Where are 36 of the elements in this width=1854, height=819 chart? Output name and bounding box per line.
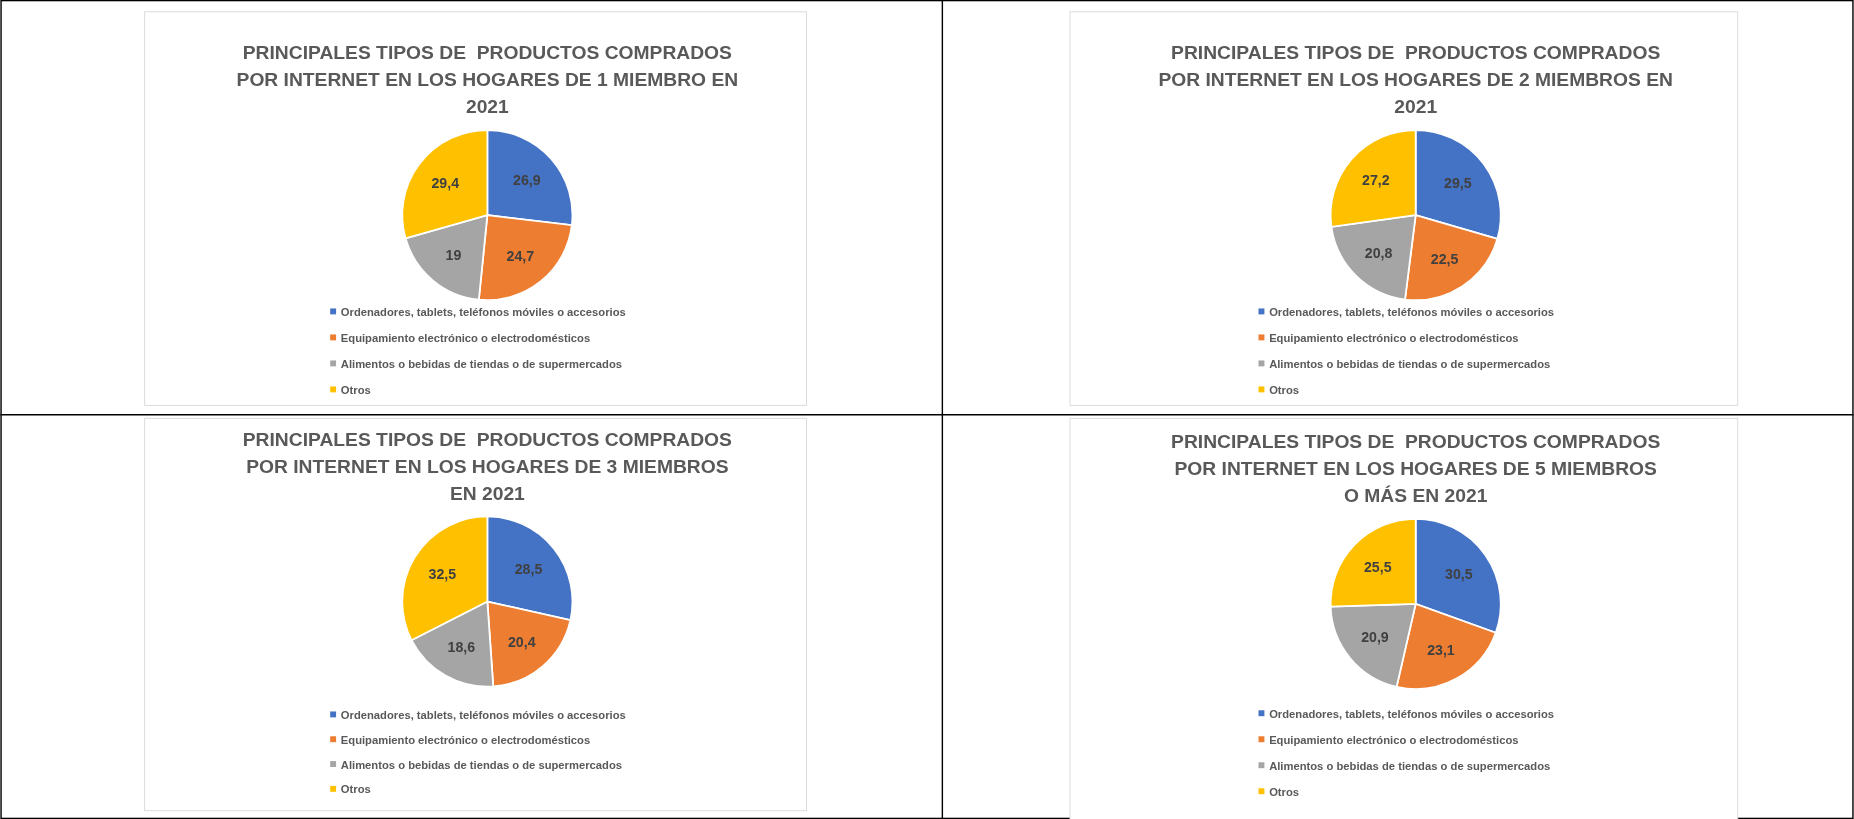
legend-label: Alimentos o bebidas de tiendas o de supermercados bbox=[1269, 357, 1551, 370]
chart-title: PRINCIPALES TIPOS DE PRODUCTOS COMPRADOS POR INTERNET EN LOS HOGARES DE 2 MIEMBROS EN 2021 bbox=[1158, 42, 1673, 118]
data-label: 19 bbox=[445, 247, 462, 264]
legend-label: Equipamiento electrónico o electrodomésticos bbox=[340, 331, 591, 344]
data-label: 28,5 bbox=[514, 560, 543, 577]
legend-label: Otros bbox=[1269, 383, 1300, 396]
data-label: 27,2 bbox=[1362, 172, 1390, 189]
data-label: 20,8 bbox=[1364, 244, 1393, 261]
data-label: 30,5 bbox=[1445, 565, 1473, 582]
chart-title: PRINCIPALES TIPOS DE PRODUCTOS COMPRADOS POR INTERNET EN LOS HOGARES DE 5 MIEMBROS O MÁS EN 2021 bbox=[1171, 430, 1661, 507]
legend-label: Ordenadores, tablets, teléfonos móviles o accesorios bbox=[1269, 305, 1555, 318]
data-label: 32,5 bbox=[428, 565, 457, 582]
data-label: 20,9 bbox=[1361, 629, 1389, 646]
data-label: 29,5 bbox=[1444, 175, 1472, 192]
legend-label: Otros bbox=[1269, 785, 1300, 798]
data-label: 23,1 bbox=[1427, 642, 1455, 659]
legend-label: Alimentos o bebidas de tiendas o de supermercados bbox=[340, 357, 622, 370]
legend-label: Equipamiento electrónico o electrodomésticos bbox=[340, 733, 591, 746]
legend-label: Ordenadores, tablets, teléfonos móviles o accesorios bbox=[340, 305, 626, 318]
data-label: 18,6 bbox=[447, 639, 476, 656]
data-label: 29,4 bbox=[431, 175, 460, 192]
data-label: 26,9 bbox=[513, 172, 541, 189]
data-label: 24,7 bbox=[506, 248, 535, 265]
chart-title: PRINCIPALES TIPOS DE PRODUCTOS COMPRADOS POR INTERNET EN LOS HOGARES DE 1 MIEMBRO EN 2021 bbox=[236, 42, 739, 118]
legend-label: Ordenadores, tablets, teléfonos móviles o accesorios bbox=[1269, 707, 1555, 720]
legend-label: Alimentos o bebidas de tiendas o de supermercados bbox=[340, 758, 622, 771]
legend-label: Otros bbox=[340, 383, 371, 396]
legend-label: Equipamiento electrónico o electrodomésticos bbox=[1269, 733, 1519, 746]
legend-label: Alimentos o bebidas de tiendas o de supermercados bbox=[1269, 759, 1551, 772]
legend-label: Ordenadores, tablets, teléfonos móviles o accesorios bbox=[340, 708, 626, 721]
data-label: 25,5 bbox=[1364, 559, 1392, 576]
legend-label: Equipamiento electrónico o electrodomésticos bbox=[1269, 331, 1519, 344]
chart-title: PRINCIPALES TIPOS DE PRODUCTOS COMPRADOS POR INTERNET EN LOS HOGARES DE 3 MIEMBROS EN 2021 bbox=[242, 428, 733, 504]
data-label: 22,5 bbox=[1430, 251, 1459, 268]
legend-label: Otros bbox=[340, 783, 371, 796]
data-label: 20,4 bbox=[507, 633, 536, 650]
